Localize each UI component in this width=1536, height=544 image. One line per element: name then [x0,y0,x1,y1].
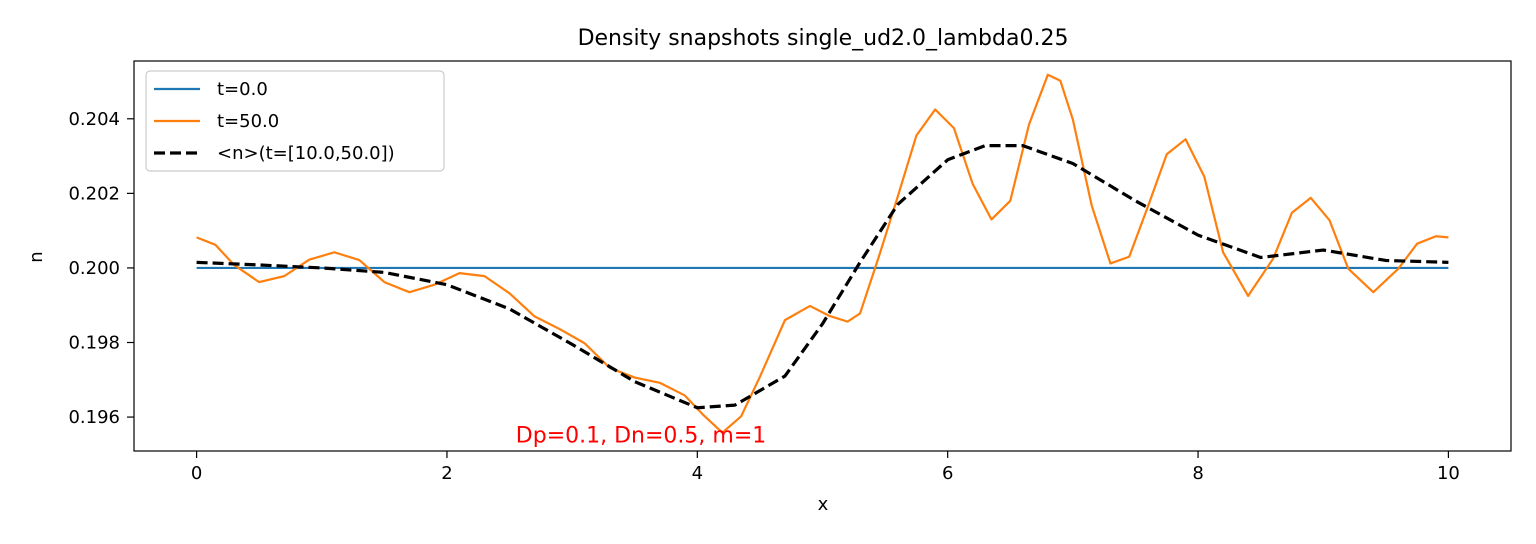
y-axis-label: n [26,251,47,262]
chart-title: Density snapshots single_ud2.0_lambda0.2… [578,26,1069,51]
y-tick-label: 0.196 [68,407,120,428]
x-tick-label: 6 [942,463,953,484]
y-tick-label: 0.202 [68,183,120,204]
x-tick-label: 4 [692,463,703,484]
legend-box [145,70,445,172]
x-tick-label: 8 [1192,463,1203,484]
x-tick-label: 2 [441,463,452,484]
series-layer [196,73,1449,434]
series-line-1 [196,73,1449,434]
series-line-2 [196,144,1449,410]
annotation-text: Dp=0.1, Dn=0.5, m=1 [516,424,766,449]
x-axis: 0 2 4 6 8 10 [191,451,1460,484]
x-tick-label: 10 [1437,463,1460,484]
legend-label-2: <n>(t=[10.0,50.0]) [217,143,395,164]
plot-area: Dp=0.1, Dn=0.5, m=1 [133,60,1512,452]
legend-label-0: t=0.0 [217,79,268,100]
plot-frame [133,60,1512,452]
legend: t=0.0 t=50.0 <n>(t=[10.0,50.0]) [145,70,445,172]
y-tick-label: 0.198 [68,333,120,354]
legend-label-1: t=50.0 [217,111,279,132]
y-tick-label: 0.204 [68,109,120,130]
y-tick-label: 0.200 [68,258,120,279]
x-tick-label: 0 [191,463,202,484]
x-axis-label: x [818,494,829,515]
y-axis: 0.196 0.198 0.200 0.202 0.204 [68,109,134,428]
